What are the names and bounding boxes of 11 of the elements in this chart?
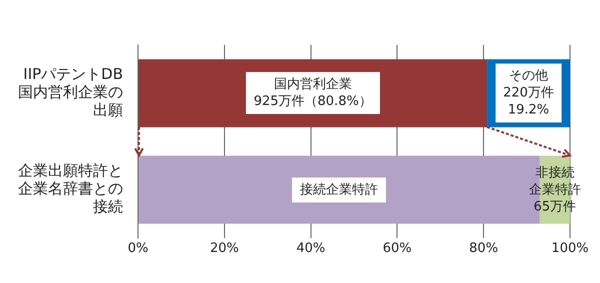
y-tick-label: 企業出願特許と企業名辞書との接続 (18, 162, 123, 216)
x-tick-label: 0% (128, 241, 148, 256)
y-tick-label: IIPパテントDB国内営利企業の出願 (18, 65, 123, 120)
x-tick-label: 20% (210, 241, 239, 256)
data-label: その他220万件19.2% (503, 68, 554, 119)
data-label: 国内営利企業925万件（80.8%） (254, 76, 372, 110)
x-tick-label: 60% (382, 241, 412, 256)
x-tick-label: 100% (551, 241, 589, 256)
x-tick-label: 40% (296, 241, 326, 256)
data-label: 接続企業特許 (300, 181, 378, 198)
x-tick-label: 80% (469, 241, 498, 256)
